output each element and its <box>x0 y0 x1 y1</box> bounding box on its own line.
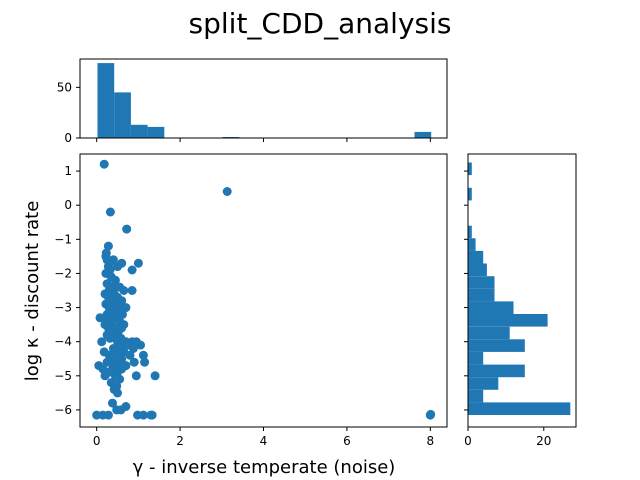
x-axis-label: γ - inverse temperate (noise) <box>133 457 396 478</box>
histogram-bar <box>468 377 499 390</box>
scatter-point <box>150 371 160 381</box>
scatter-point <box>103 241 113 251</box>
y-tick-label: −1 <box>54 232 72 246</box>
scatter-point <box>92 410 102 420</box>
scatter-point <box>116 405 126 415</box>
y-tick-label: −6 <box>54 403 72 417</box>
scatter-point <box>113 262 122 272</box>
scatter-point <box>138 350 148 360</box>
histogram-bar <box>468 351 484 365</box>
x-tick-label: 20 <box>536 434 551 448</box>
y-axis-label: log κ - discount rate <box>22 201 43 382</box>
scatter-point <box>147 410 157 420</box>
scatter-point <box>136 340 145 350</box>
scatter-plot: 0 2 4 6 8 −6 −5 −4 −3 −2 −1 0 1 <box>54 153 448 448</box>
histogram-bar <box>468 314 548 327</box>
scatter-point <box>125 350 135 360</box>
scatter-point <box>110 275 120 285</box>
histogram-bar <box>468 276 495 289</box>
y-tick-label: 1 <box>64 164 72 178</box>
y-tick-label: −5 <box>54 369 72 383</box>
scatter-point <box>138 410 148 420</box>
scatter-point <box>105 207 115 217</box>
scatter-point <box>102 357 112 367</box>
histogram-bar <box>468 250 484 264</box>
histogram-bar <box>130 124 148 138</box>
histogram-bar <box>147 126 165 138</box>
x-tick-label: 4 <box>260 434 268 448</box>
x-tick-label: 6 <box>343 434 351 448</box>
histogram-bar <box>468 364 525 378</box>
histogram-bar <box>468 187 472 201</box>
histogram-bar <box>468 162 472 176</box>
y-tick-label: −2 <box>54 266 72 280</box>
y-tick-label: 50 <box>57 80 72 94</box>
histogram-bar <box>468 402 571 415</box>
scatter-point <box>105 333 115 343</box>
scatter-point <box>127 265 137 275</box>
y-tick-label: 0 <box>64 131 72 145</box>
scatter-point <box>100 371 110 381</box>
scatter-point <box>122 224 132 234</box>
scatter-point <box>113 388 122 398</box>
histogram-bar <box>468 389 484 403</box>
scatter-point <box>97 337 107 347</box>
scatter-point <box>128 344 138 353</box>
x-tick-label: 8 <box>426 434 434 448</box>
scatter-point <box>103 410 113 420</box>
histogram-bar <box>468 225 472 239</box>
y-tick-label: −3 <box>54 301 72 315</box>
top-histogram: 0 50 <box>57 58 448 145</box>
x-tick-label: 0 <box>464 434 472 448</box>
histogram-bar <box>97 63 115 138</box>
scatter-point <box>115 303 125 313</box>
scatter-point <box>121 303 131 313</box>
x-tick-label: 0 <box>93 434 101 448</box>
histogram-bar <box>468 263 487 277</box>
right-histogram-frame <box>467 153 577 428</box>
scatter-point <box>115 374 125 384</box>
right-histogram: 0 20 <box>464 153 577 448</box>
chart-title: split_CDD_analysis <box>189 7 452 40</box>
scatter-point <box>222 187 232 196</box>
histogram-bar <box>468 326 510 340</box>
histogram-bar <box>468 288 495 302</box>
scatter-point <box>108 398 117 408</box>
scatter-point <box>127 286 137 295</box>
scatter-point <box>131 371 141 381</box>
scatter-point <box>118 309 127 319</box>
scatter-point <box>119 286 129 295</box>
scatter-point <box>99 159 109 169</box>
y-tick-label: −4 <box>54 335 72 349</box>
scatter-point <box>426 409 436 419</box>
scatter-point <box>108 344 118 353</box>
histogram-bar <box>414 131 432 138</box>
histogram-bar <box>468 339 525 352</box>
y-tick-label: 0 <box>64 198 72 212</box>
histogram-bar <box>468 301 514 314</box>
scatter-point <box>129 357 139 367</box>
histogram-bar <box>468 238 476 251</box>
scatter-point <box>140 357 150 367</box>
scatter-point <box>133 258 143 268</box>
x-tick-label: 2 <box>176 434 184 448</box>
histogram-bar <box>114 92 131 138</box>
